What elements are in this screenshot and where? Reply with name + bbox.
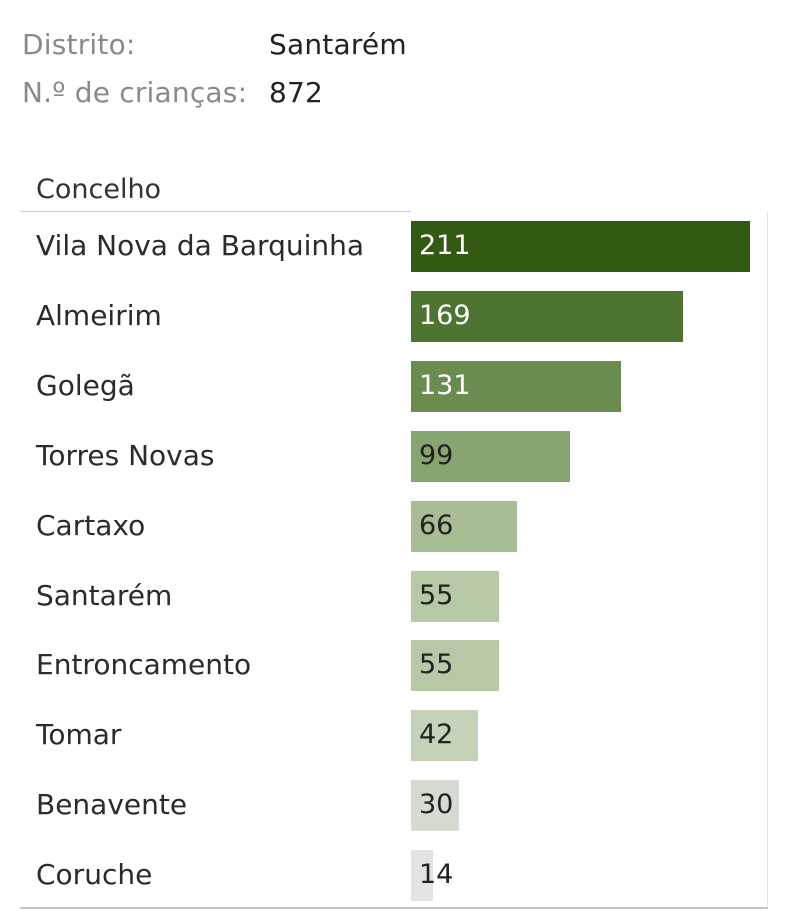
bar-value-label: 14 xyxy=(419,859,454,891)
bar-value-label: 211 xyxy=(419,230,471,261)
category-label: Golegã xyxy=(36,368,135,402)
bar[interactable] xyxy=(411,290,683,342)
bar[interactable] xyxy=(411,360,621,412)
bottom-divider xyxy=(20,907,768,909)
bar-area-border xyxy=(767,212,768,908)
bar[interactable] xyxy=(411,850,433,902)
header-divider xyxy=(20,211,411,212)
bar[interactable] xyxy=(411,221,750,272)
bar-value-label: 55 xyxy=(419,649,454,681)
category-label: Benavente xyxy=(36,788,188,822)
category-label: Cartaxo xyxy=(36,508,146,542)
children-count-label: N.º de crianças: xyxy=(22,76,248,109)
bar[interactable] xyxy=(411,780,459,832)
bar-value-label: 55 xyxy=(419,579,454,611)
bar-value-label: 169 xyxy=(419,299,471,331)
category-label: Coruche xyxy=(36,858,153,892)
category-label: Almeirim xyxy=(36,298,162,332)
column-header-concelho: Concelho xyxy=(36,174,162,205)
bar-value-label: 42 xyxy=(419,719,454,751)
bar[interactable] xyxy=(411,570,499,622)
bar[interactable] xyxy=(411,710,478,762)
category-label: Vila Nova da Barquinha xyxy=(36,229,365,262)
bar-value-label: 66 xyxy=(419,509,454,541)
category-label: Torres Novas xyxy=(36,438,215,472)
bar[interactable] xyxy=(411,640,499,692)
category-label: Santarém xyxy=(36,578,173,612)
bar[interactable] xyxy=(411,430,570,482)
category-label: Tomar xyxy=(36,718,122,752)
district-label: Distrito: xyxy=(22,28,136,61)
bar-value-label: 99 xyxy=(419,439,454,471)
children-count-value: 872 xyxy=(269,76,324,109)
bar-value-label: 131 xyxy=(419,369,471,401)
category-label: Entroncamento xyxy=(36,648,252,682)
bar[interactable] xyxy=(411,500,517,552)
district-value: Santarém xyxy=(269,28,407,61)
bar-value-label: 30 xyxy=(419,789,454,821)
